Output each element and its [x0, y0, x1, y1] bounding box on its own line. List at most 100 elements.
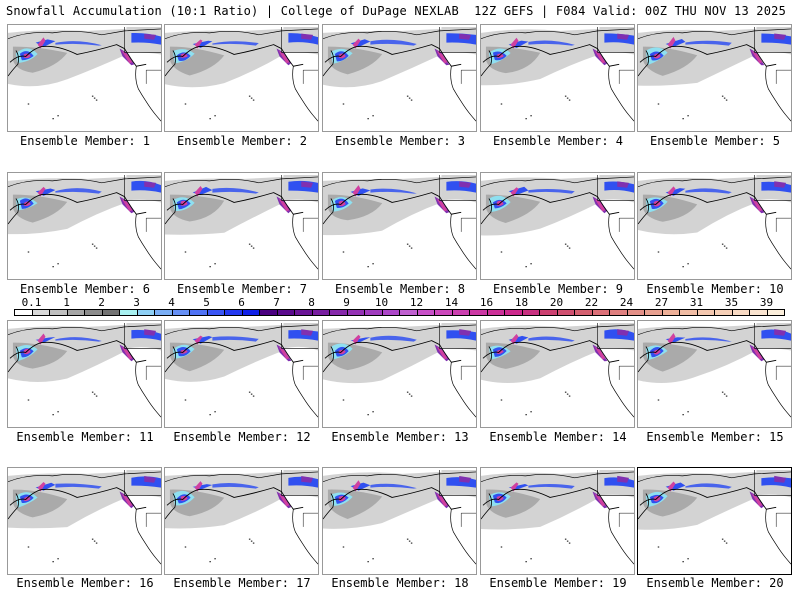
border-canada [281, 174, 318, 201]
ensemble-panel-3[interactable] [322, 24, 477, 132]
snowfall-map [638, 174, 791, 270]
border-canada [597, 174, 634, 201]
snow-band-bc-magenta [436, 493, 448, 507]
colorbar-swatch [311, 309, 330, 316]
coastline-arctic [481, 28, 634, 40]
colorbar-tick-label: 10 [374, 296, 389, 309]
island-dot [91, 95, 94, 97]
border-canada [597, 322, 634, 349]
snow-band-bc-magenta [751, 493, 763, 507]
coastline-us-west [135, 509, 161, 565]
coastline-us-west [292, 362, 318, 418]
island-dot [568, 542, 571, 544]
coastline-us-west [292, 509, 318, 565]
ensemble-panel-9[interactable] [480, 172, 635, 280]
island-dot [214, 411, 216, 413]
colorbar-tick-label: 16 [479, 296, 494, 309]
colorbar-swatch [241, 309, 260, 316]
island-dot [367, 118, 369, 120]
colorbar-tick-label: 5 [203, 296, 210, 309]
ensemble-panel-14[interactable] [480, 320, 635, 428]
island-dot [725, 247, 728, 249]
ensemble-panel-7[interactable] [164, 172, 319, 280]
snowfall-map [638, 469, 791, 565]
ensemble-panel-8[interactable] [322, 172, 477, 280]
snow-band-bc-magenta [278, 493, 290, 507]
island-dot [27, 399, 30, 401]
colorbar-swatch [749, 309, 768, 316]
coastline-gulf-of-alaska [9, 487, 147, 510]
colorbar-swatch [364, 309, 383, 316]
coastline-us-west [608, 66, 634, 122]
snow-band-magenta-2 [194, 481, 203, 492]
ensemble-panel-16[interactable] [7, 467, 162, 575]
colorbar-swatch [259, 309, 278, 316]
snow-band-bc-magenta [121, 50, 133, 64]
snow-band-blue-3 [212, 482, 259, 489]
snow-band-magenta [496, 349, 504, 354]
colorbar-tick-label: 14 [444, 296, 459, 309]
snow-band-bc-magenta [594, 50, 606, 64]
ensemble-panel-10[interactable] [637, 172, 792, 280]
island-dot [657, 399, 660, 401]
island-dot [214, 115, 216, 117]
snow-band-blue-3 [528, 40, 575, 46]
colorbar-tick-label: 9 [343, 296, 350, 309]
border-canada [281, 469, 318, 496]
island-dot [525, 118, 527, 120]
coastline-us-west [292, 66, 318, 122]
island-dot [725, 395, 728, 397]
ensemble-panel-15[interactable] [637, 320, 792, 428]
ensemble-panel-18[interactable] [322, 467, 477, 575]
snow-band-bc-magenta [751, 346, 763, 360]
ensemble-panel-1[interactable] [7, 24, 162, 132]
border-canada [754, 322, 791, 349]
coastline-kamchatka [8, 493, 19, 520]
ensemble-panel-11[interactable] [7, 320, 162, 428]
colorbar-tick-label: 8 [308, 296, 315, 309]
island-dot [410, 247, 413, 249]
island-dot [372, 115, 374, 117]
coastline-arctic [638, 324, 791, 336]
snow-band-blue-3 [528, 336, 575, 342]
coastline-arctic [165, 324, 318, 336]
colorbar-swatch [171, 309, 190, 316]
island-dot [209, 561, 211, 563]
island-dot [721, 391, 724, 393]
ensemble-panel-6[interactable] [7, 172, 162, 280]
island-dot [91, 243, 94, 245]
border-canada [754, 174, 791, 201]
island-dot [342, 103, 345, 105]
island-dot [566, 393, 569, 395]
island-dot [725, 542, 728, 544]
border-states [302, 512, 318, 527]
ensemble-panel-5[interactable] [637, 24, 792, 132]
ensemble-panel-20[interactable] [637, 467, 792, 575]
snowfall-map [481, 174, 634, 270]
snow-band-magenta-2 [667, 332, 676, 345]
snow-band-blue-3 [528, 484, 575, 489]
ensemble-panel-2[interactable] [164, 24, 319, 132]
ensemble-panel-13[interactable] [322, 320, 477, 428]
coastline-gulf-of-alaska [324, 192, 462, 215]
snow-band-canada-purple [301, 33, 314, 40]
coastline-kamchatka [323, 493, 334, 520]
island-dot [252, 247, 255, 249]
ensemble-panel-12[interactable] [164, 320, 319, 428]
island-dot [95, 247, 98, 249]
snow-band-canada-purple [459, 329, 472, 336]
snow-band-canada-purple [617, 329, 630, 336]
snow-band-canada-purple [459, 475, 472, 483]
ensemble-panel-4[interactable] [480, 24, 635, 132]
ensemble-panel-17[interactable] [164, 467, 319, 575]
coastline-us-west [765, 66, 791, 122]
island-dot [250, 97, 253, 99]
snowfall-map [8, 469, 161, 565]
island-dot [657, 546, 660, 548]
ensemble-panel-19[interactable] [480, 467, 635, 575]
border-states [145, 217, 161, 232]
island-dot [530, 115, 532, 117]
snow-band-canada-purple [459, 33, 472, 40]
border-states [775, 69, 791, 84]
colorbar-swatch [766, 309, 785, 316]
